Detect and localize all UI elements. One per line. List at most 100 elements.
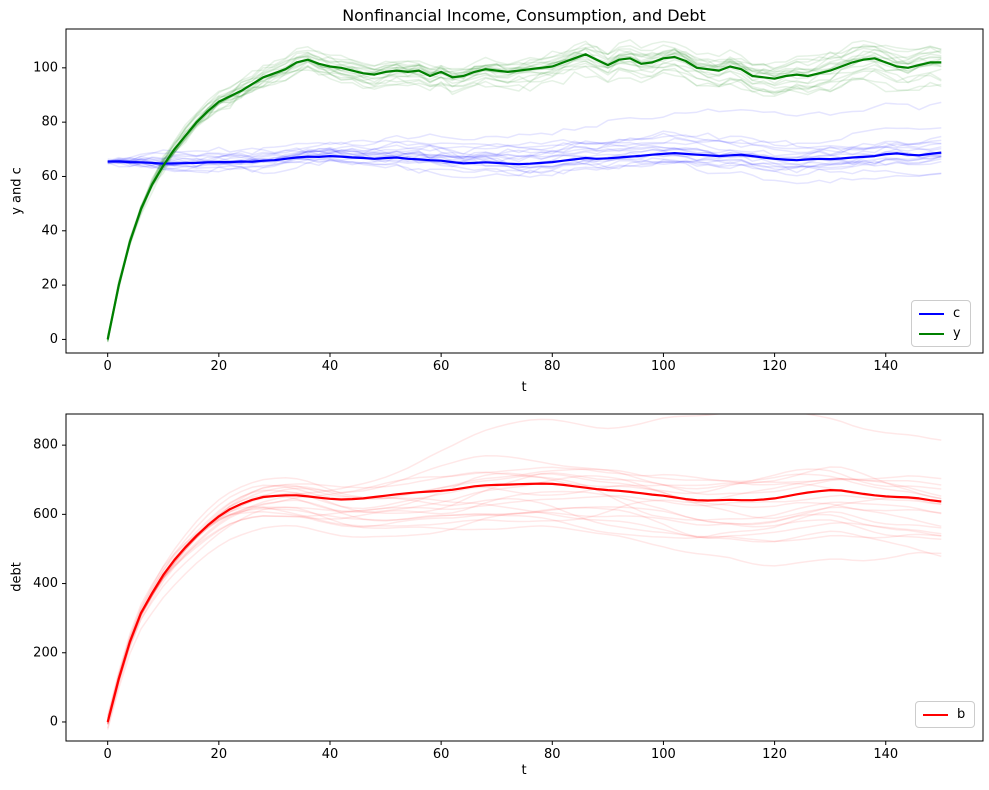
simulation-path-b [106,490,942,723]
y-tick-label: 20 [41,278,58,293]
bottom-legend: b [915,701,976,728]
simulation-path-b [106,494,942,722]
figure-title: Nonfinancial Income, Consumption, and De… [342,6,706,25]
mean-line-b [106,482,942,723]
legend-label-b: b [957,707,966,722]
x-tick-label: 20 [211,359,228,374]
simulation-path-b [106,468,942,718]
ensemble-paths [106,39,942,343]
top-legend: c y [911,300,971,347]
simulation-path-c [107,151,942,177]
simulation-path-b [106,507,942,716]
simulation-path-y [106,64,942,341]
simulation-path-b [106,506,942,725]
simulation-path-y [106,47,942,339]
simulation-path-c [107,144,942,169]
legend-line-sample-c [919,312,944,315]
simulation-path-b [106,472,942,722]
y-tick-label: 100 [33,60,58,75]
x-tick-label: 20 [211,747,228,762]
simulation-path-b [106,496,942,730]
simulation-path-b [106,476,942,719]
simulation-path-c [107,101,942,164]
top-axes: 0 20 40 60 80 100 120 140 0 20 40 60 80 100 [33,28,984,374]
simulation-path-b [106,475,942,725]
simulation-path-b [106,414,942,724]
mean-line-y [106,53,942,340]
bottom-xlabel: t [521,763,527,778]
mean-line-c [107,151,942,166]
x-tick-label: 80 [544,359,561,374]
simulation-path-y [106,47,942,342]
simulation-path-c [107,157,942,179]
simulation-path-y [106,65,942,343]
simulation-path-b [106,466,942,729]
simulation-path-y [106,54,942,340]
x-tick-label: 140 [873,747,898,762]
simulation-path-c [107,137,942,168]
simulation-path-y [106,46,942,340]
simulation-path-b [106,471,942,724]
simulation-path-b [106,506,942,726]
simulation-path-b [106,499,942,721]
simulation-path-y [106,52,942,336]
legend-line-sample-b [923,713,948,716]
y-tick-label: 60 [41,169,58,184]
simulation-path-c [107,132,942,164]
simulation-path-b [106,473,942,725]
simulation-path-c [107,158,942,185]
ensemble-paths [106,414,942,730]
simulation-path-y [106,39,942,341]
y-tick-label: 200 [33,645,58,660]
simulation-path-c [107,153,942,175]
x-tick-label: 100 [651,747,676,762]
x-tick-label: 40 [322,747,339,762]
x-tick-label: 120 [762,747,787,762]
x-tick-label: 60 [433,359,450,374]
y-tick-label: 800 [33,438,58,453]
y-tick-label: 400 [33,576,58,591]
top-ylabel: y and c [9,167,25,215]
x-tick-label: 0 [104,359,112,374]
y-tick-label: 600 [33,507,58,522]
top-xlabel: t [521,380,527,395]
y-tick-label: 0 [50,714,58,729]
x-tick-label: 120 [762,359,787,374]
simulation-path-c [107,150,942,174]
simulation-path-c [107,146,942,177]
y-tick-label: 0 [50,332,58,347]
axes-frame [65,28,984,354]
simulation-path-y [106,40,942,338]
simulation-path-b [106,475,942,721]
simulation-path-y [106,39,942,339]
y-tick-label: 80 [41,115,58,130]
legend-entry-y: y [919,326,961,341]
simulation-path-y [106,65,942,341]
x-tick-label: 0 [104,747,112,762]
x-tick-label: 40 [322,359,339,374]
legend-line-sample-y [919,332,944,335]
simulation-path-b [106,484,942,723]
x-tick-label: 60 [433,747,450,762]
bottom-ylabel: debt [9,562,25,592]
y-tick-label: 40 [41,223,58,238]
legend-entry-c: c [919,306,961,321]
simulation-path-y [106,48,942,343]
simulation-path-c [107,149,942,172]
simulation-path-y [106,61,942,339]
x-tick-label: 140 [873,359,898,374]
bottom-axes: 0 20 40 60 80 100 120 140 0 200 400 600 800 [33,413,984,762]
axes-frame [65,413,984,742]
legend-label-c: c [953,306,961,321]
simulation-path-b [106,455,942,724]
simulation-path-b [106,477,942,719]
simulation-path-b [106,468,942,724]
simulation-path-y [106,57,942,341]
legend-label-y: y [953,326,961,341]
x-tick-label: 100 [651,359,676,374]
simulation-path-c [107,141,942,164]
legend-entry-b: b [923,707,965,722]
simulation-path-c [107,127,942,164]
